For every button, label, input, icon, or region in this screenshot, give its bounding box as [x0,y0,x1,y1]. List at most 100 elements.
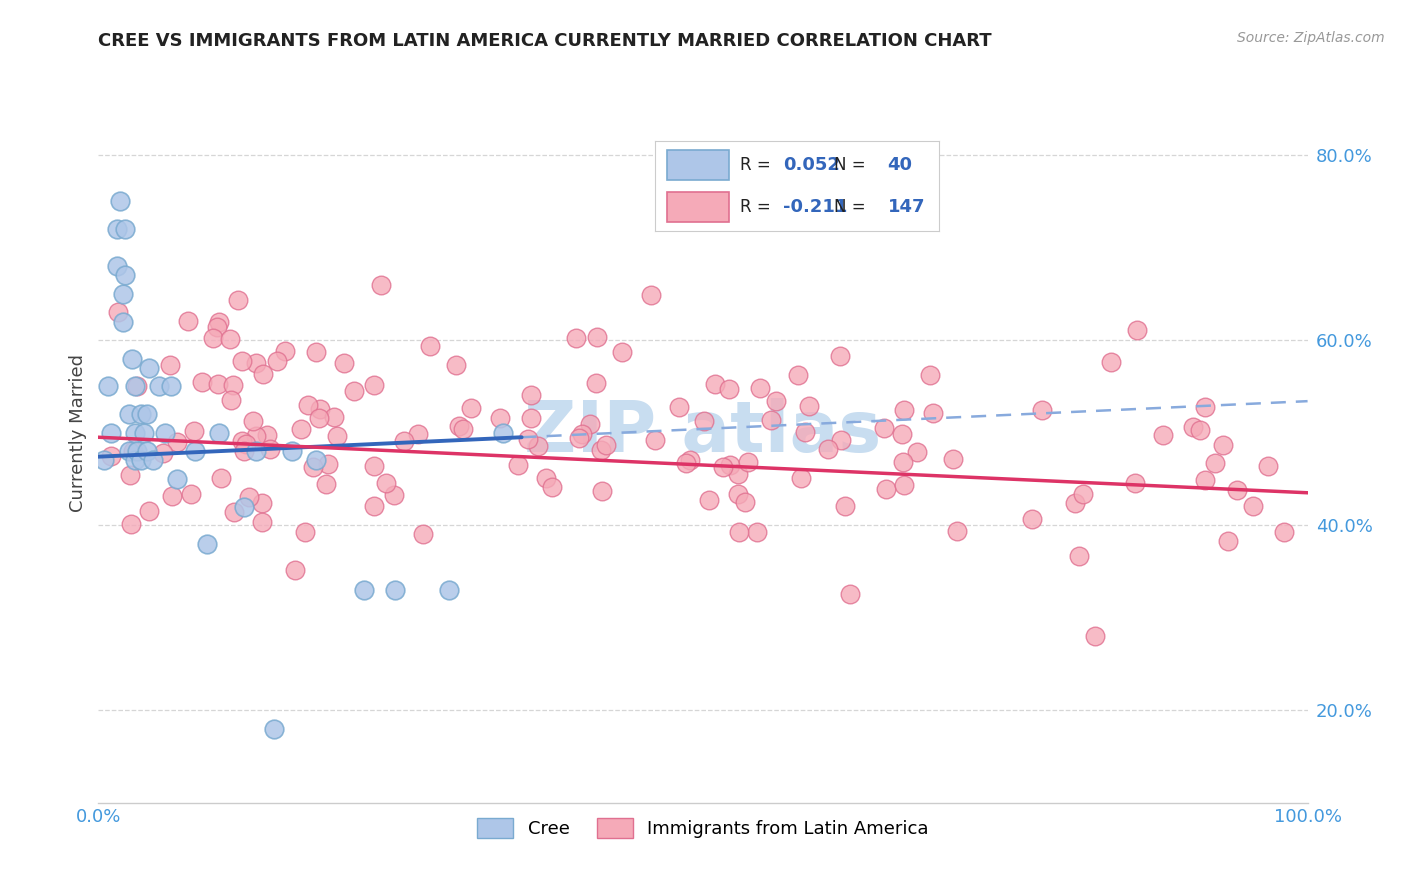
Point [177,314,200,328]
Point [567,431,589,445]
Point [693,414,716,428]
Point [107,304,129,318]
Point [118,444,141,458]
Point [138,360,160,375]
Point [121,443,143,458]
Point [284,563,307,577]
Text: N =: N = [834,156,870,174]
Point [124,453,146,467]
Text: 0.052: 0.052 [783,156,839,174]
Point [316,458,339,472]
Point [93,453,115,467]
Y-axis label: Currently Married: Currently Married [69,353,87,512]
Point [332,356,354,370]
Point [231,434,253,448]
Point [727,486,749,500]
Point [728,524,751,539]
Point [697,493,720,508]
Legend: Cree, Immigrants from Latin America: Cree, Immigrants from Latin America [470,810,936,846]
Point [489,411,512,425]
FancyBboxPatch shape [666,193,728,222]
Point [294,525,316,540]
Point [245,429,267,443]
FancyBboxPatch shape [666,151,728,180]
Point [1188,424,1211,438]
Point [305,453,328,467]
Point [326,429,349,443]
Point [392,434,415,448]
Point [166,472,188,486]
Point [437,582,460,597]
Point [565,331,588,345]
Point [789,470,811,484]
Point [190,375,212,389]
Point [105,259,128,273]
Point [1216,534,1239,549]
Point [384,582,406,597]
Text: 147: 147 [887,198,925,216]
Point [152,446,174,460]
Point [1064,496,1087,510]
Point [370,277,392,292]
Point [905,445,928,459]
Point [737,455,759,469]
Point [226,293,249,307]
Point [1181,420,1204,434]
Point [382,488,405,502]
Point [274,344,297,359]
Point [100,449,122,463]
Text: Source: ZipAtlas.com: Source: ZipAtlas.com [1237,31,1385,45]
Point [108,194,131,209]
Point [873,421,896,435]
Point [222,378,245,392]
Point [238,490,260,504]
Point [875,482,897,496]
Point [585,330,607,344]
Point [134,425,156,440]
Point [406,427,429,442]
Point [207,315,229,329]
Point [1194,473,1216,487]
Point [1069,549,1091,563]
Point [353,582,375,597]
Point [1241,499,1264,513]
Point [830,433,852,447]
Point [127,379,149,393]
Point [516,432,538,446]
Point [890,426,912,441]
Point [595,438,617,452]
Point [138,504,160,518]
Point [711,459,734,474]
Point [527,439,550,453]
Point [1126,323,1149,337]
Point [748,381,770,395]
Point [111,314,134,328]
Point [492,425,515,440]
Point [114,222,136,236]
Point [591,483,613,498]
Point [166,435,188,450]
Point [893,478,915,492]
Point [520,387,543,401]
Text: N =: N = [834,198,870,216]
Point [118,468,141,483]
Point [252,367,274,381]
Point [447,418,470,433]
Point [142,453,165,467]
Point [891,455,914,469]
Point [305,345,328,359]
Point [540,480,562,494]
Point [208,425,231,440]
Text: 40: 40 [887,156,912,174]
Point [127,444,149,458]
Point [363,500,385,514]
Text: CREE VS IMMIGRANTS FROM LATIN AMERICA CURRENTLY MARRIED CORRELATION CHART: CREE VS IMMIGRANTS FROM LATIN AMERICA CU… [98,32,993,50]
Point [242,414,264,428]
Point [281,444,304,458]
Point [717,382,740,396]
Point [1212,438,1234,452]
Point [765,393,787,408]
Point [828,349,851,363]
Point [301,460,323,475]
Point [1021,512,1043,526]
